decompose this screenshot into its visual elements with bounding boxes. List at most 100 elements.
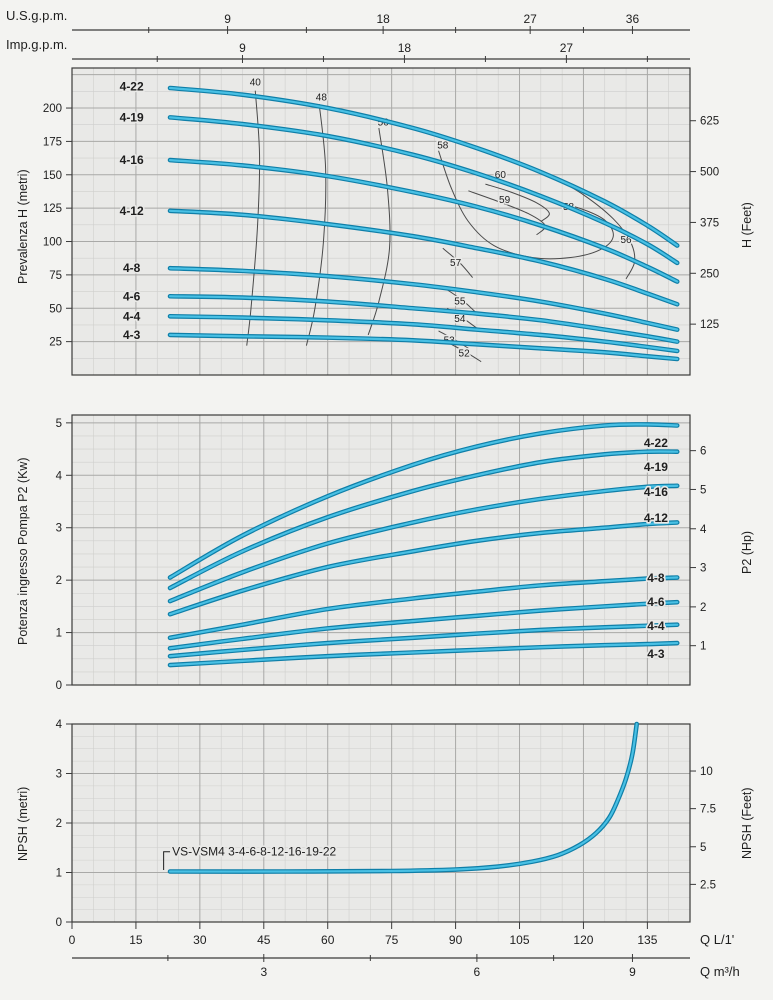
imp-gpm-tick-label: 18 (398, 41, 412, 55)
head-series-label-4-19: 4-19 (120, 110, 144, 124)
efficiency-contour-56 (367, 127, 391, 336)
imp-gpm-axis-title: Imp.g.p.m. (6, 37, 68, 52)
power-series-label-4-22: 4-22 (644, 436, 668, 450)
us-gpm-axis: 9 18 27 36 (72, 12, 690, 34)
power-curve-highlight-4-4 (168, 623, 679, 658)
power-y-axis-title: Potenza ingresso Pompa P2 (Kw) (16, 457, 30, 645)
efficiency-label-54: 54 (454, 314, 466, 325)
x-axis-m3h-title: Q m³/h (700, 964, 740, 979)
head-chart: 404856586059585657555453524-224-194-164-… (43, 67, 719, 376)
efficiency-label-52: 52 (459, 349, 471, 360)
head-y-right-tick-label: 375 (700, 217, 719, 229)
head-series-label-4-16: 4-16 (120, 153, 144, 167)
power-series-label-4-16: 4-16 (644, 485, 668, 499)
efficiency-contour-53 (438, 330, 469, 349)
efficiency-label-59: 59 (499, 195, 511, 206)
x-tick-label: 15 (129, 933, 143, 947)
efficiency-contour-55 (446, 289, 478, 314)
npsh-y-tick-label: 3 (56, 769, 62, 781)
power-series-label-4-19: 4-19 (644, 460, 668, 474)
head-y-tick-label: 200 (43, 103, 62, 115)
npsh-y-right-tick-label: 7.5 (700, 804, 716, 816)
x-axis-lmin-title: Q L/1' (700, 932, 735, 947)
head-curve-highlight-4-12 (168, 209, 679, 306)
us-gpm-tick-label: 18 (376, 12, 390, 26)
power-y-right-axis-title: P2 (Hp) (740, 530, 754, 574)
power-y-right-tick-label: 5 (700, 484, 706, 496)
head-series-label-4-6: 4-6 (123, 289, 141, 303)
power-curve-highlight-4-16 (168, 484, 679, 603)
power-y-tick-label: 1 (56, 628, 62, 640)
npsh-y-right-tick-label: 2.5 (700, 879, 716, 891)
npsh-y-right-tick-label: 10 (700, 766, 713, 778)
power-y-tick-label: 2 (56, 575, 62, 587)
power-curve-highlight-4-22 (168, 423, 679, 579)
power-y-tick-label: 0 (56, 680, 62, 692)
power-y-tick-label: 5 (56, 418, 62, 430)
efficiency-label-55: 55 (454, 297, 466, 308)
npsh-y-tick-label: 2 (56, 818, 62, 830)
x-tick-label: 30 (193, 933, 207, 947)
head-series-label-4-3: 4-3 (123, 328, 141, 342)
power-curve-highlight-4-3 (168, 641, 679, 667)
efficiency-label-58: 58 (437, 140, 449, 151)
efficiency-label-57: 57 (450, 258, 462, 269)
head-y-right-tick-label: 250 (700, 268, 719, 280)
head-y-right-tick-label: 500 (700, 167, 719, 179)
efficiency-contour-60 (485, 183, 550, 222)
power-y-right-tick-label: 4 (700, 524, 707, 536)
power-y-tick-label: 3 (56, 523, 62, 535)
power-curve-highlight-4-6 (168, 601, 679, 650)
head-plot-border (71, 67, 691, 376)
efficiency-contour-52 (451, 343, 482, 363)
x-tick-label: 105 (510, 933, 530, 947)
power-y-right-tick-label: 6 (700, 446, 706, 458)
power-series-label-4-3: 4-3 (647, 647, 665, 661)
x-tick-label: 60 (321, 933, 335, 947)
us-gpm-axis-title: U.S.g.p.m. (6, 8, 68, 23)
head-y-tick-label: 50 (49, 303, 62, 315)
head-y-tick-label: 75 (49, 270, 62, 282)
m3h-tick-label: 3 (260, 965, 267, 979)
head-y-tick-label: 25 (49, 337, 62, 349)
head-y-tick-label: 175 (43, 136, 62, 148)
npsh-y-tick-label: 4 (56, 719, 63, 731)
head-y-tick-label: 100 (43, 237, 62, 249)
power-series-label-4-6: 4-6 (647, 595, 665, 609)
us-gpm-tick-label: 36 (626, 12, 640, 26)
head-y-tick-label: 125 (43, 203, 62, 215)
head-curve-highlight-4-19 (168, 116, 679, 264)
power-y-right-tick-label: 1 (700, 641, 706, 653)
head-series-label-4-4: 4-4 (123, 309, 141, 323)
power-chart: 4-22 4-19 4-16 4-12 4-8 4-6 4-4 4-3 0 1 2 3 4 5 1 2 3 4 5 6 (56, 414, 707, 692)
x-tick-label: 135 (637, 933, 657, 947)
head-curve-highlight-4-16 (168, 159, 679, 283)
efficiency-contour-57 (442, 247, 474, 278)
power-y-right-tick-label: 3 (700, 563, 706, 575)
head-curve-highlight-4-3 (168, 333, 679, 361)
us-gpm-tick-label: 27 (523, 12, 537, 26)
imp-gpm-tick-label: 9 (239, 41, 246, 55)
m3h-tick-label: 9 (629, 965, 636, 979)
npsh-chart: 0 1 2 3 4 2.5 5 7.5 10 VS-VSM4 3-4-6-8-12-16-19-2… (56, 719, 716, 929)
head-curve-highlight-4-22 (168, 86, 679, 247)
m3h-axis: 3 6 9 (72, 954, 690, 979)
imp-gpm-tick-label: 27 (560, 41, 574, 55)
head-y-tick-label: 150 (43, 170, 62, 182)
power-y-tick-label: 4 (56, 470, 63, 482)
head-y-axis-title: Prevalenza H (metri) (16, 169, 30, 284)
power-series-label-4-8: 4-8 (647, 571, 665, 585)
x-tick-label: 90 (449, 933, 463, 947)
efficiency-label-40: 40 (250, 78, 262, 89)
power-curve-highlight-4-12 (168, 521, 679, 616)
m3h-tick-label: 6 (474, 965, 481, 979)
power-curve-highlight-4-8 (168, 576, 679, 639)
head-series-label-4-22: 4-22 (120, 80, 144, 94)
power-plot-border (71, 414, 691, 686)
power-series-label-4-12: 4-12 (644, 511, 668, 525)
x-axis-lmin: 0 15 30 45 60 75 90 105 120 135 (69, 922, 658, 947)
npsh-annotation: VS-VSM4 3-4-6-8-12-16-19-22 (172, 845, 336, 859)
us-gpm-tick-label: 9 (224, 12, 231, 26)
